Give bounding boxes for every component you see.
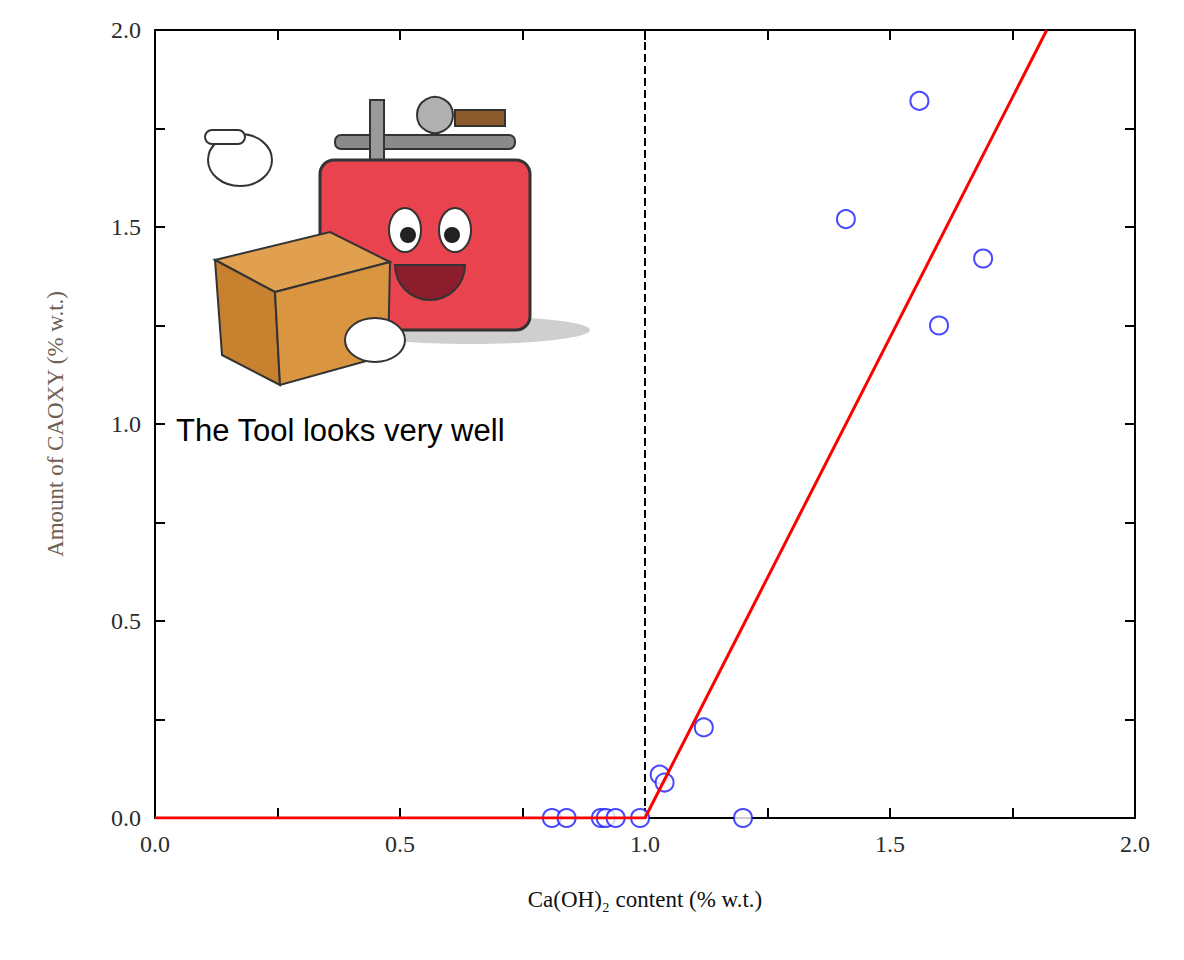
svg-text:1.0: 1.0 xyxy=(630,831,660,857)
svg-text:2.0: 2.0 xyxy=(111,17,141,43)
svg-text:0.0: 0.0 xyxy=(111,805,141,831)
svg-text:1.5: 1.5 xyxy=(111,214,141,240)
svg-text:0.5: 0.5 xyxy=(111,608,141,634)
svg-text:Ca(OH)₂ content (% w.t.): Ca(OH)₂ content (% w.t.) xyxy=(528,887,763,912)
svg-text:2.0: 2.0 xyxy=(1120,831,1150,857)
svg-text:1.0: 1.0 xyxy=(111,411,141,437)
svg-text:The Tool looks very well: The Tool looks very well xyxy=(176,413,505,448)
svg-text:Amount of CAOXY (% w.t.): Amount of CAOXY (% w.t.) xyxy=(43,291,68,557)
svg-text:0.5: 0.5 xyxy=(385,831,415,857)
svg-text:0.0: 0.0 xyxy=(140,831,170,857)
svg-text:1.5: 1.5 xyxy=(875,831,905,857)
